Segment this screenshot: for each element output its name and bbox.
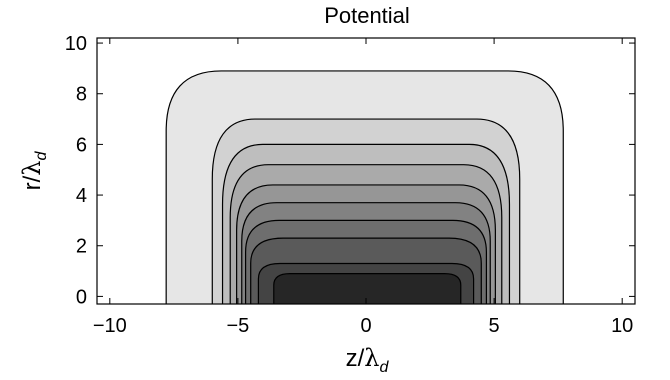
contour-line-9 xyxy=(273,273,462,304)
y-axis-label-main: r/ xyxy=(19,175,46,190)
x-axis-label-main: z/ xyxy=(346,345,365,372)
contour-line-2 xyxy=(221,143,511,304)
y-axis-label: r/λd xyxy=(18,151,50,191)
x-tick-label: 10 xyxy=(611,315,633,337)
contour-line-8 xyxy=(257,262,475,304)
contour-line-6 xyxy=(244,219,488,304)
x-axis-label-sub: d xyxy=(379,359,389,376)
contour-line-4 xyxy=(236,184,496,304)
chart-title: Potential xyxy=(324,3,410,28)
y-tick-label: 0 xyxy=(76,286,87,308)
y-tick-label: 4 xyxy=(76,185,87,207)
contour-line-0 xyxy=(165,70,564,304)
contour-layer xyxy=(165,70,564,304)
contour-line-1 xyxy=(211,118,521,304)
x-axis-label: z/λd xyxy=(346,344,390,376)
y-tick-label: 6 xyxy=(76,134,87,156)
contour-region-9 xyxy=(273,273,461,304)
x-tick-label: −10 xyxy=(93,315,127,337)
contour-line-3 xyxy=(229,164,503,304)
y-axis: 0 2 4 6 8 10 xyxy=(65,33,635,308)
y-axis-label-greek: λ xyxy=(18,161,46,176)
y-tick-label: 8 xyxy=(76,84,87,106)
x-tick-label: 5 xyxy=(489,315,500,337)
y-axis-label-sub: d xyxy=(33,151,50,161)
x-tick-label: −5 xyxy=(226,315,249,337)
contour-line-5 xyxy=(241,202,491,304)
y-tick-label: 10 xyxy=(65,33,87,55)
contour-line-7 xyxy=(250,237,482,304)
x-tick-label: 0 xyxy=(360,315,371,337)
y-tick-label: 2 xyxy=(76,236,87,258)
x-axis-label-greek: λ xyxy=(364,344,379,372)
x-axis: −10 −5 0 5 10 xyxy=(93,38,633,337)
